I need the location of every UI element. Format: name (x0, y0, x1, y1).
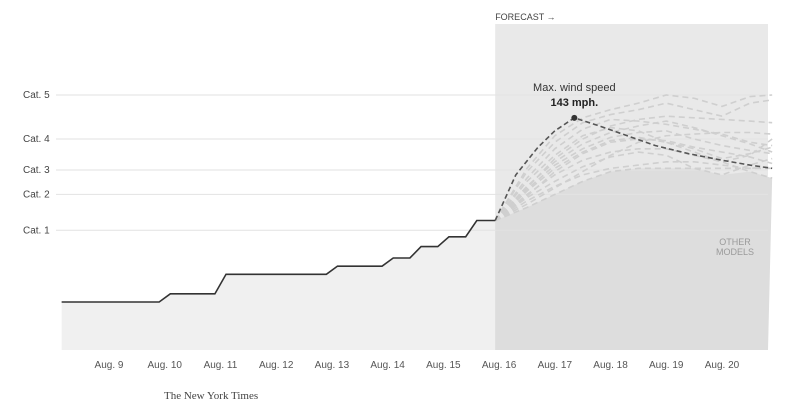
other-model-line (494, 151, 773, 222)
category-label: Cat. 2 (23, 189, 50, 200)
max-wind-annotation-value: 143 mph. (550, 97, 598, 109)
category-label: Cat. 5 (23, 90, 50, 101)
other-model-line (494, 115, 773, 222)
other-model-line (494, 99, 773, 221)
max-wind-point (571, 114, 578, 121)
other-model-line (494, 118, 773, 221)
other-model-line (494, 94, 773, 221)
other-model-line (494, 138, 773, 222)
x-tick-label: Aug. 10 (147, 360, 182, 371)
x-tick-label: Aug. 12 (259, 360, 294, 371)
x-tick-label: Aug. 19 (649, 360, 684, 371)
max-wind-annotation-title: Max. wind speed (533, 82, 616, 94)
x-tick-label: Aug. 11 (204, 360, 238, 371)
other-models-label-1: OTHER (719, 237, 751, 247)
other-model-line (494, 131, 773, 222)
x-tick-label: Aug. 9 (95, 360, 124, 371)
x-tick-label: Aug. 18 (593, 360, 628, 371)
forecast-area (495, 168, 773, 350)
observed-line (61, 219, 496, 303)
other-model-line (494, 120, 773, 222)
other-model-line (494, 167, 773, 222)
x-tick-label: Aug. 16 (482, 360, 517, 371)
x-tick-label: Aug. 13 (315, 360, 350, 371)
x-tick-label: Aug. 14 (370, 360, 405, 371)
category-label: Cat. 3 (23, 165, 50, 176)
category-labels: Cat. 5 Cat. 4 Cat. 3 Cat. 2 Cat. 1 (23, 90, 50, 236)
x-axis-ticks: Aug. 9 Aug. 10 Aug. 11 Aug. 12 Aug. 13 Aug. 1… (95, 360, 740, 371)
x-tick-label: Aug. 17 (538, 360, 573, 371)
category-label: Cat. 1 (23, 225, 50, 236)
category-label: Cat. 4 (23, 134, 50, 145)
forecast-label: FORECAST → (495, 12, 555, 22)
x-tick-label: Aug. 15 (426, 360, 461, 371)
other-model-line (494, 138, 773, 222)
other-model-line (494, 126, 773, 222)
other-models-label-2: MODELS (716, 247, 754, 257)
credit-text: The New York Times (164, 390, 259, 402)
other-model-lines (494, 94, 773, 222)
x-tick-label: Aug. 20 (705, 360, 740, 371)
observed-area (61, 220, 496, 350)
forecast-line (494, 116, 773, 221)
other-model-line (494, 161, 773, 222)
other-model-line (494, 136, 773, 222)
other-model-line (494, 130, 773, 222)
